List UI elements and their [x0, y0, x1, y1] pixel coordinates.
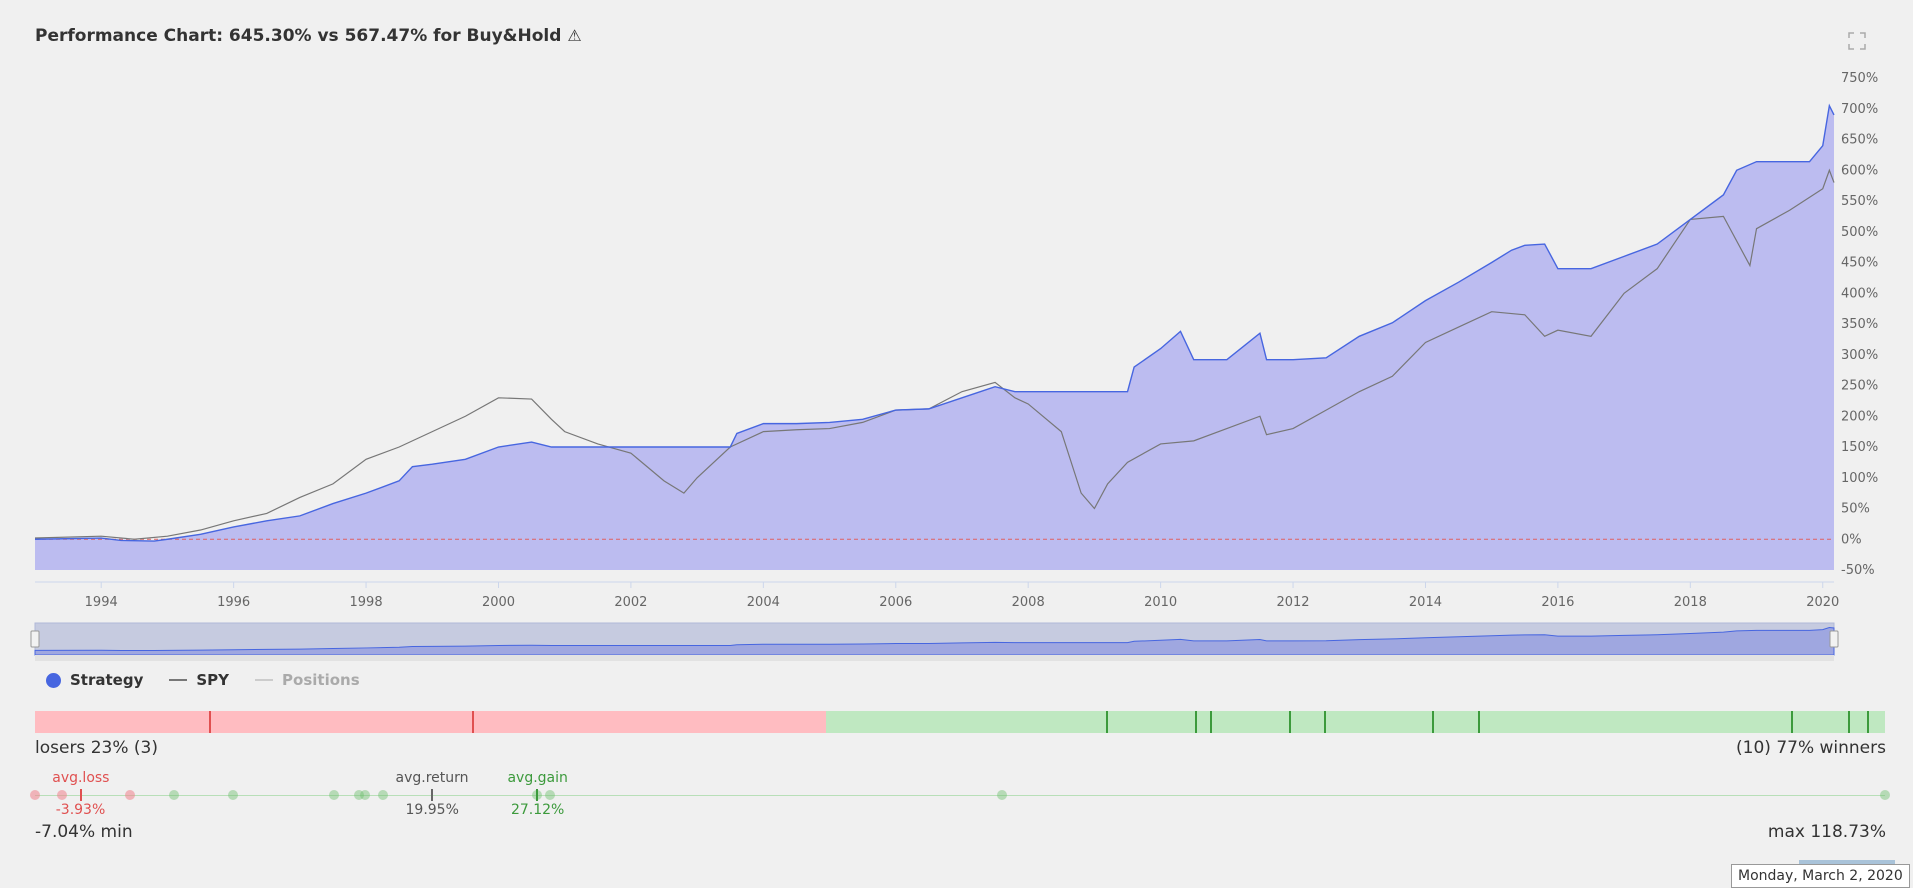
loss-trade-point: [30, 790, 40, 800]
winner-trade-tick: [1790, 711, 1793, 733]
gain-trade-point: [227, 790, 238, 800]
y-tick-label: 450%: [1841, 256, 1878, 271]
avg-gain-mark: [536, 789, 539, 801]
y-tick-label: 500%: [1841, 225, 1878, 240]
legend-label-spy: SPY: [196, 671, 230, 689]
x-tick-label: 2000: [482, 595, 515, 610]
loser-trade-tick: [208, 711, 211, 733]
x-tick-label: 2016: [1541, 595, 1574, 610]
avg-loss-mark: [79, 789, 82, 801]
max-return-label: max 118.73%: [1767, 822, 1886, 842]
y-tick-label: 350%: [1841, 317, 1878, 332]
y-tick-label: 0%: [1841, 532, 1862, 547]
loss-trade-point: [124, 790, 135, 800]
y-tick-label: 650%: [1841, 133, 1878, 148]
x-tick-label: 2018: [1674, 595, 1707, 610]
legend-item-spy[interactable]: SPY: [169, 671, 229, 689]
gain-trade-point: [1880, 790, 1890, 800]
winners-segment: [826, 711, 1885, 733]
navigator-handle-right: [1829, 630, 1839, 648]
navigator: [30, 622, 1839, 661]
y-tick-label: 700%: [1841, 102, 1878, 117]
winner-trade-tick: [1289, 711, 1292, 733]
y-axis: 750% 700% 650% 600% 550% 500% 450% 400% 350% 300%…: [1841, 71, 1878, 578]
gain-trade-point: [996, 790, 1007, 800]
y-tick-label: 150%: [1841, 440, 1878, 455]
returns-axis-line: [35, 795, 1885, 796]
legend-item-positions[interactable]: Positions: [255, 671, 360, 689]
gain-trade-point: [354, 790, 365, 800]
positions-line-icon: [255, 679, 274, 681]
spy-line: [34, 168, 1835, 540]
loss-trade-point: [57, 790, 68, 800]
warning-icon[interactable]: ⚠: [567, 26, 582, 45]
date-tooltip: Monday, March 2, 2020: [1731, 864, 1910, 888]
y-tick-label: 600%: [1841, 163, 1878, 178]
y-tick-label: 100%: [1841, 471, 1878, 486]
y-tick-label: 50%: [1841, 502, 1870, 517]
winner-trade-tick: [1194, 711, 1197, 733]
spy-line-icon: [169, 679, 188, 681]
winner-trade-tick: [1106, 711, 1109, 733]
strategy-line: [34, 103, 1835, 542]
navigator-handle-left: [30, 630, 40, 648]
losers-segment: [35, 711, 827, 733]
x-tick-label: 1994: [85, 595, 118, 610]
plot-area: [34, 103, 1835, 571]
avg-return-value: 19.95%: [405, 802, 459, 818]
x-tick-label: 2010: [1144, 595, 1177, 610]
legend-label-strategy: Strategy: [70, 671, 144, 689]
x-tick-label: 2004: [747, 595, 780, 610]
gain-trade-point: [329, 790, 340, 800]
winner-trade-tick: [1848, 711, 1850, 733]
x-tick-label: 2020: [1806, 595, 1839, 610]
avg-loss-value: -3.93%: [55, 802, 106, 818]
avg-gain-value: 27.12%: [510, 802, 565, 818]
y-tick-label: 200%: [1841, 409, 1878, 424]
fullscreen-icon[interactable]: [1848, 32, 1866, 50]
y-tick-label: 250%: [1841, 379, 1878, 394]
gain-trade-point: [545, 790, 556, 800]
winner-trade-tick: [1209, 711, 1212, 733]
avg-loss-label: avg.loss: [52, 770, 110, 786]
avg-return-label: avg.return: [395, 770, 469, 786]
navigator-series: [34, 626, 1835, 656]
min-return-label: -7.04% min: [35, 822, 133, 842]
winner-trade-tick: [1431, 711, 1434, 733]
y-tick-label: -50%: [1841, 563, 1875, 578]
legend: Strategy SPY Positions: [46, 671, 386, 689]
y-tick-label: 300%: [1841, 348, 1878, 363]
strategy-area: [35, 105, 1834, 571]
chart-title: Performance Chart: 645.30% vs 567.47% fo…: [35, 26, 562, 46]
y-tick-label: 400%: [1841, 286, 1878, 301]
x-tick-label: 2008: [1012, 595, 1045, 610]
winners-label: (10) 77% winners: [1736, 738, 1886, 758]
x-tick-label: 2012: [1276, 595, 1309, 610]
gain-trade-point: [360, 790, 371, 800]
loser-trade-tick: [471, 711, 474, 733]
gain-trade-point: [168, 790, 179, 800]
losers-label: losers 23% (3): [35, 738, 158, 758]
performance-chart: 750% 700% 650% 600% 550% 500% 450% 400% 350% 300%…: [30, 71, 1878, 661]
y-tick-label: 750%: [1841, 71, 1878, 86]
navigator-scrollbar: [35, 655, 1834, 661]
trade-distribution-bar: [35, 711, 1885, 733]
x-tick-label: 1998: [350, 595, 383, 610]
winner-trade-tick: [1324, 711, 1327, 733]
x-tick-label: 2006: [879, 595, 912, 610]
winner-trade-tick: [1478, 711, 1480, 733]
x-tick-label: 2002: [614, 595, 647, 610]
x-axis: 1994 1996 1998 2000 2002 2004 2006 2008 2010 2012…: [35, 581, 1839, 610]
x-tick-label: 1996: [217, 595, 250, 610]
strategy-dot-icon: [46, 672, 61, 688]
legend-item-strategy[interactable]: Strategy: [46, 671, 143, 689]
y-tick-label: 550%: [1841, 194, 1878, 209]
page-title: Performance Chart: 645.30% vs 567.47% fo…: [35, 26, 582, 46]
gain-trade-point: [377, 790, 388, 800]
avg-return-mark: [431, 789, 433, 801]
avg-gain-label: avg.gain: [507, 770, 568, 786]
winner-trade-tick: [1866, 711, 1869, 733]
legend-label-positions: Positions: [282, 671, 360, 689]
x-tick-label: 2014: [1409, 595, 1442, 610]
